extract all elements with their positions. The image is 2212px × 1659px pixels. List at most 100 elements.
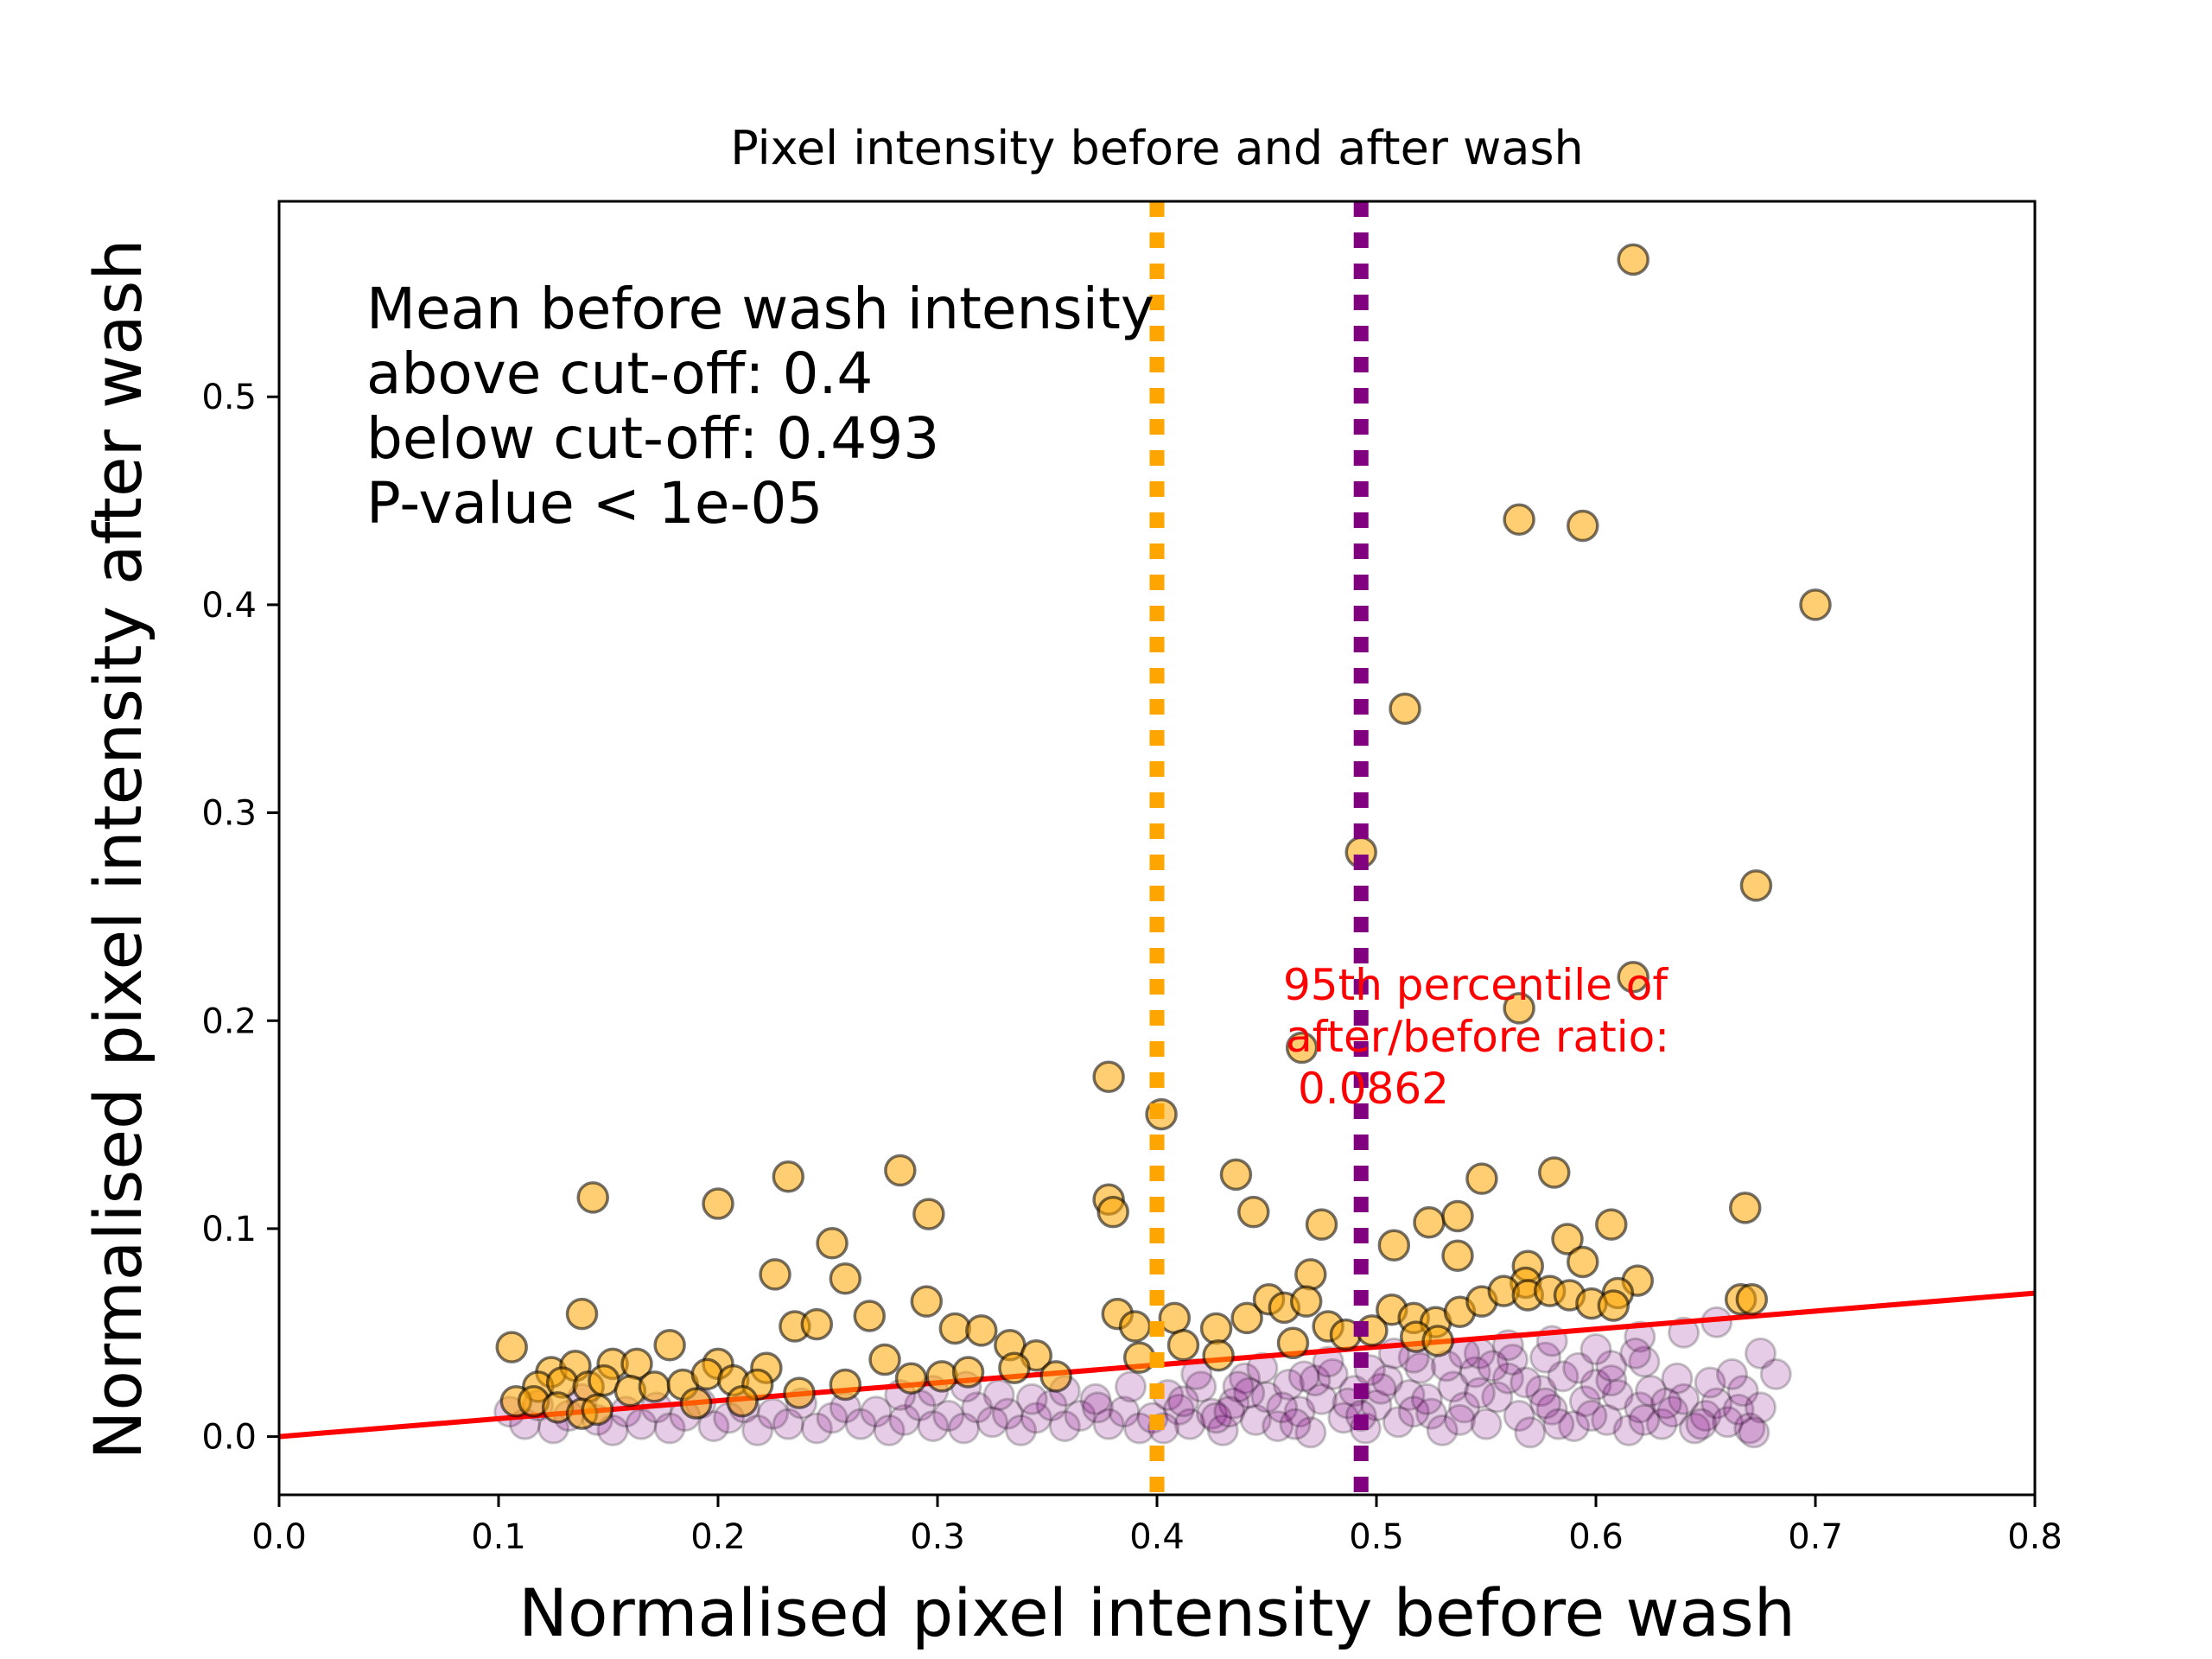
point-below-57	[1283, 1395, 1316, 1428]
axis-ticks: 0.0 0.1 0.2 0.3 0.4 0.5 0.6 0.7 0.8 0.0 0.1 0.2 0.3 0…	[201, 378, 2062, 1557]
x-tick-label-6: 0.6	[1568, 1517, 1624, 1557]
point-below-142	[1510, 1366, 1542, 1399]
point-below-78	[1514, 1416, 1547, 1449]
point-below-29	[917, 1410, 950, 1443]
point-below-87	[1612, 1414, 1645, 1446]
point-below-93	[1678, 1412, 1711, 1445]
point-above-12	[884, 1154, 917, 1187]
point-below-158	[982, 1378, 1015, 1411]
point-above-105	[581, 1393, 614, 1427]
point-below-64	[1360, 1389, 1393, 1422]
point-above-111	[1421, 1325, 1454, 1357]
point-below-14	[697, 1410, 730, 1443]
point-below-42	[1108, 1395, 1141, 1428]
point-below-58	[1294, 1416, 1327, 1449]
point-below-111	[1562, 1351, 1595, 1384]
x-tick-label-5: 0.5	[1349, 1517, 1404, 1557]
point-below-51	[1217, 1387, 1250, 1420]
point-above-7	[1617, 960, 1649, 994]
point-below-53	[1239, 1403, 1272, 1436]
point-above-8	[1503, 992, 1535, 1025]
point-above-89	[638, 1370, 671, 1403]
point-below-129	[1624, 1320, 1656, 1353]
point-above-21	[1237, 1195, 1270, 1229]
y-axis-label: Normalised pixel intensity after wash	[79, 239, 156, 1460]
plot-area	[279, 201, 2035, 1495]
point-below-52	[1229, 1362, 1262, 1395]
point-below-144	[1444, 1403, 1477, 1436]
point-above-42	[565, 1297, 599, 1331]
x-axis-label: Normalised pixel intensity before wash	[518, 1574, 1796, 1651]
point-below-121	[1628, 1403, 1661, 1436]
point-below-21	[800, 1412, 833, 1445]
point-below-128	[1668, 1316, 1700, 1349]
y-tick-label-0: 0.0	[201, 1418, 257, 1458]
point-below-110	[1529, 1387, 1562, 1420]
point-above-44	[800, 1307, 834, 1341]
point-below-154	[1115, 1370, 1147, 1403]
point-above-31	[1441, 1239, 1474, 1272]
point-above-25	[1465, 1162, 1498, 1195]
point-above-108	[1276, 1326, 1310, 1360]
point-above-23	[1413, 1205, 1446, 1239]
point-below-103	[1299, 1364, 1332, 1397]
point-above-51	[1230, 1301, 1263, 1335]
point-above-14	[1219, 1158, 1253, 1192]
point-below-22	[816, 1402, 849, 1434]
point-below-32	[961, 1391, 994, 1424]
chart-title: Pixel intensity before and after wash	[730, 121, 1584, 175]
point-below-18	[757, 1397, 789, 1430]
x-tick-label-4: 0.4	[1129, 1517, 1185, 1557]
point-above-71	[653, 1328, 686, 1362]
point-below-151	[1213, 1395, 1246, 1428]
point-above-16	[576, 1181, 609, 1214]
point-below-139	[1619, 1337, 1652, 1370]
stats-annotation: Mean before wash intensity above cut-off…	[366, 276, 1154, 537]
point-below-117	[1595, 1350, 1628, 1382]
point-above-2	[1567, 509, 1599, 543]
y-tick-label-4: 0.4	[201, 586, 257, 626]
point-below-34	[991, 1397, 1024, 1430]
point-below-145	[1410, 1382, 1443, 1415]
point-below-157	[1015, 1382, 1048, 1415]
point-below-30	[932, 1400, 965, 1433]
point-below-96	[1711, 1406, 1744, 1439]
point-below-38	[1048, 1410, 1081, 1443]
point-above-54	[1289, 1285, 1323, 1318]
point-below-138	[1649, 1387, 1682, 1420]
point-below-27	[888, 1403, 921, 1436]
point-above-41	[853, 1300, 887, 1332]
stats-line-2: above cut-off: 0.4	[366, 340, 873, 407]
point-below-24	[844, 1408, 877, 1440]
point-above-30	[1551, 1223, 1584, 1255]
point-below-143	[1477, 1350, 1510, 1382]
point-above-4	[1389, 692, 1421, 725]
point-below-49	[1196, 1397, 1228, 1430]
point-above-99	[998, 1351, 1031, 1384]
point-below-48	[1185, 1370, 1217, 1403]
point-above-22	[1305, 1208, 1338, 1241]
point-below-150	[1246, 1351, 1279, 1384]
point-below-41	[1092, 1408, 1125, 1440]
point-below-31	[947, 1412, 980, 1445]
point-above-96	[894, 1362, 928, 1395]
point-below-54	[1250, 1381, 1283, 1414]
x-tick-label-8: 0.8	[2007, 1517, 2063, 1557]
point-below-137	[1685, 1408, 1718, 1440]
point-above-27	[1728, 1192, 1762, 1224]
point-below-108	[1463, 1376, 1496, 1409]
point-below-50	[1206, 1414, 1239, 1446]
x-tick-label-2: 0.2	[690, 1517, 746, 1557]
point-above-1	[1503, 503, 1535, 536]
point-below-11	[653, 1412, 686, 1445]
point-below-36	[1020, 1402, 1052, 1434]
point-below-99	[1166, 1385, 1199, 1418]
y-tick-label-3: 0.3	[201, 794, 257, 834]
point-above-83	[1202, 1338, 1235, 1372]
point-below-134	[1745, 1391, 1777, 1424]
percentile-line-3: 0.0862	[1298, 1064, 1449, 1114]
percentile-annotation: 95th percentile of after/before ratio: 0…	[1283, 960, 1669, 1114]
stats-line-3: below cut-off: 0.493	[366, 405, 939, 472]
point-below-141	[1542, 1408, 1575, 1440]
